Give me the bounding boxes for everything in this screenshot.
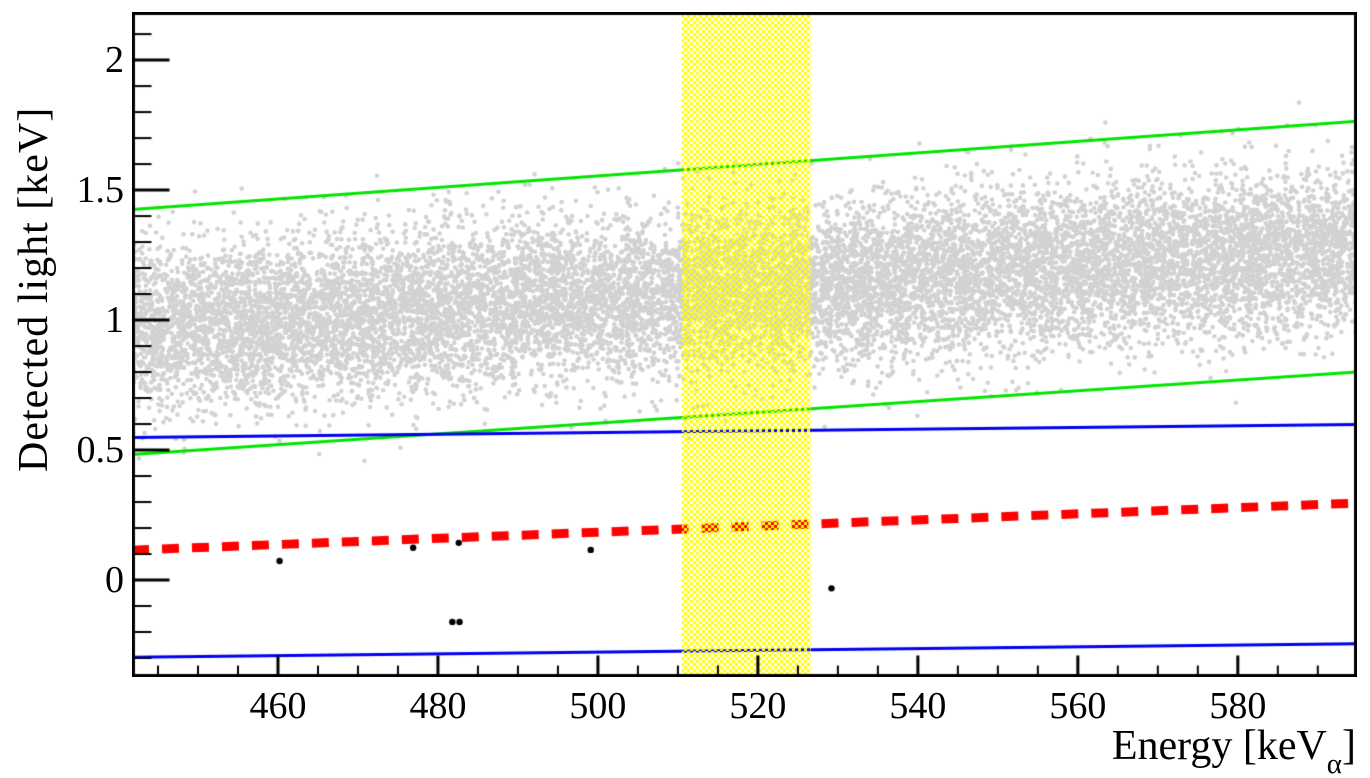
x-axis-tick-label: 580 — [1209, 685, 1267, 727]
x-axis-tick-label: 560 — [1049, 685, 1107, 727]
x-axis-tick-label: 480 — [409, 685, 467, 727]
y-axis-tick-label: 2 — [105, 39, 124, 82]
x-axis-tick-label: 500 — [569, 685, 627, 727]
x-axis-title: Energy [keVα] — [1111, 722, 1356, 778]
x-axis-tick-label: 520 — [729, 685, 787, 727]
y-axis-tick-label: 1.5 — [76, 169, 125, 212]
plot-area-canvas — [132, 12, 1357, 677]
y-axis-title: Detected light [keV] — [11, 106, 57, 472]
y-axis-tick-label: 0.5 — [76, 429, 125, 472]
x-axis-tick-label: 540 — [889, 685, 947, 727]
y-axis-tick-label: 1 — [105, 299, 124, 342]
y-axis-tick-label: 0 — [105, 559, 124, 602]
x-axis-tick-label: 460 — [249, 685, 307, 727]
x-axis-title-main: Energy [keV — [1111, 723, 1327, 769]
x-axis-title-subscript-alpha: α — [1326, 748, 1342, 778]
x-axis-title-close-bracket: ] — [1342, 723, 1356, 769]
